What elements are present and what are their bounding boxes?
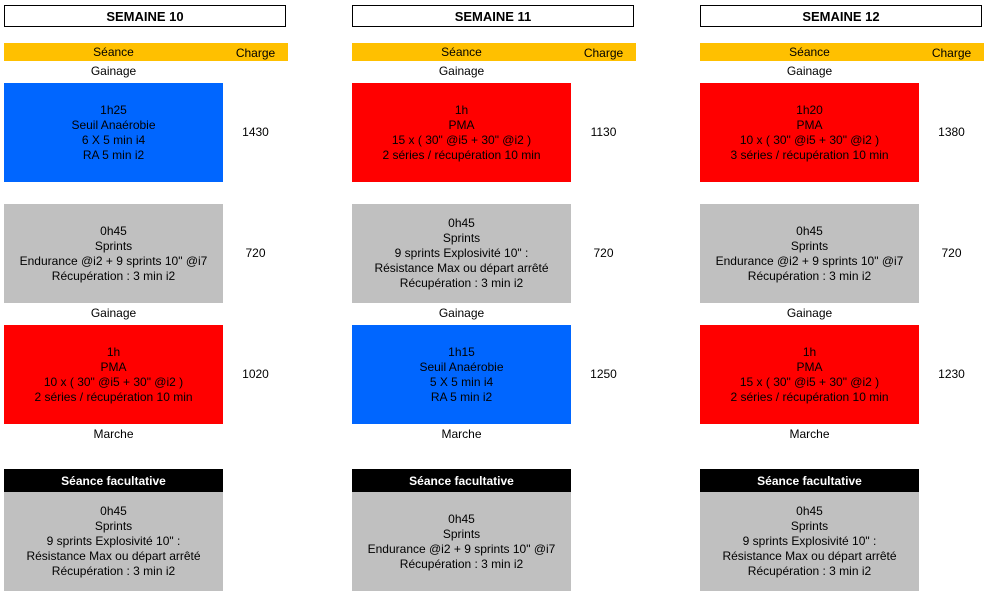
session-charge: 1020 (242, 367, 269, 381)
session-line: Récupération : 3 min i2 (747, 564, 872, 578)
gainage-label: Gainage (438, 306, 485, 320)
session-line: 1h (802, 344, 817, 359)
session-line: Endurance @i2 + 9 sprints 10" @i7 (19, 253, 208, 268)
session-line: Résistance Max ou départ arrêté (26, 549, 201, 563)
charge-header: Charge (223, 43, 288, 61)
marche-label: Marche (93, 427, 134, 441)
session-line: 10 x ( 30" @i5 + 30" @i2 ) (43, 374, 184, 389)
charge-header: Charge (571, 43, 636, 61)
marche-label: Marche (441, 427, 482, 441)
session-line: PMA (448, 117, 475, 132)
session-line: 2 séries / récupération 10 min (34, 389, 193, 404)
session-line: 9 sprints Explosivité 10" : (46, 534, 181, 548)
session-line: PMA (796, 359, 823, 374)
week-title: SEMAINE 11 (352, 5, 634, 27)
session-charge: 1230 (938, 367, 965, 381)
optional-session-block: 0h45 Sprints Endurance @i2 + 9 sprints 10"… (352, 492, 571, 591)
session-block: 1h PMA 15 x ( 30" @i5 + 30" @i2 ) 2 séries … (700, 325, 919, 424)
gainage-label: Gainage (90, 306, 137, 320)
gainage-label: Gainage (786, 64, 833, 78)
session-line: 1h (106, 344, 121, 359)
session-line: 5 X 5 min i4 (429, 374, 494, 389)
gainage-label: Gainage (786, 306, 833, 320)
session-line: Récupération : 3 min i2 (51, 268, 176, 283)
session-line: 1h (454, 102, 469, 117)
session-line: Récupération : 3 min i2 (747, 268, 872, 283)
session-line: 1h15 (448, 344, 475, 359)
session-line: 15 x ( 30" @i5 + 30" @i2 ) (391, 132, 532, 147)
optional-session-block: 0h45 Sprints 9 sprints Explosivité 10" : Ré… (4, 492, 223, 591)
seance-header: Séance (700, 43, 919, 61)
session-line: PMA (100, 359, 127, 374)
session-charge: 720 (245, 246, 266, 260)
session-line: Sprints (94, 238, 133, 253)
session-line: 0h45 (100, 223, 127, 238)
session-block: 1h15 Seuil Anaérobie 5 X 5 min i4 RA 5 min … (352, 325, 571, 424)
session-line: Sprints (442, 526, 481, 541)
week-column: SEMAINE 12 Séance Charge Gainage 1h20 PMA… (700, 0, 988, 597)
session-line: Seuil Anaérobie (71, 117, 156, 132)
session-line: Récupération : 3 min i2 (399, 276, 524, 290)
session-line: 0h45 (448, 511, 475, 526)
session-charge: 1380 (938, 125, 965, 139)
session-line: 3 séries / récupération 10 min (730, 147, 889, 162)
gainage-label: Gainage (90, 64, 137, 78)
session-line: 0h45 (448, 216, 475, 230)
session-line: 6 X 5 min i4 (81, 132, 146, 147)
week-column: SEMAINE 10 Séance Charge Gainage 1h25 Seu… (4, 0, 294, 597)
session-charge: 720 (593, 246, 614, 260)
session-line: Sprints (790, 238, 829, 253)
session-block: 1h PMA 15 x ( 30" @i5 + 30" @i2 ) 2 séries … (352, 83, 571, 182)
session-block: 1h PMA 10 x ( 30" @i5 + 30" @i2 ) 2 séries … (4, 325, 223, 424)
session-line: Résistance Max ou départ arrêté (722, 549, 897, 563)
session-charge: 1430 (242, 125, 269, 139)
session-block: 0h45 Sprints Endurance @i2 + 9 sprints 10"… (700, 204, 919, 303)
optional-session-block: 0h45 Sprints 9 sprints Explosivité 10" : Ré… (700, 492, 919, 591)
optional-session-header: Séance facultative (352, 469, 571, 492)
optional-session-header: Séance facultative (4, 469, 223, 492)
seance-header: Séance (352, 43, 571, 61)
session-line: 15 x ( 30" @i5 + 30" @i2 ) (739, 374, 880, 389)
session-line: 0h45 (796, 504, 823, 518)
session-line: Endurance @i2 + 9 sprints 10" @i7 (367, 541, 556, 556)
session-line: Sprints (442, 231, 481, 245)
session-charge: 720 (941, 246, 962, 260)
optional-session-header: Séance facultative (700, 469, 919, 492)
session-line: Seuil Anaérobie (419, 359, 504, 374)
session-line: 0h45 (100, 504, 127, 518)
session-line: 10 x ( 30" @i5 + 30" @i2 ) (739, 132, 880, 147)
session-line: 1h25 (100, 102, 127, 117)
session-line: 2 séries / récupération 10 min (730, 389, 889, 404)
week-title: SEMAINE 10 (4, 5, 286, 27)
session-line: RA 5 min i2 (430, 389, 493, 404)
session-line: PMA (796, 117, 823, 132)
session-line: 0h45 (796, 223, 823, 238)
session-line: 9 sprints Explosivité 10" : (742, 534, 877, 548)
gainage-label: Gainage (438, 64, 485, 78)
session-block: 1h20 PMA 10 x ( 30" @i5 + 30" @i2 ) 3 série… (700, 83, 919, 182)
session-line: 1h20 (796, 102, 823, 117)
session-line: Récupération : 3 min i2 (399, 556, 524, 571)
session-line: 9 sprints Explosivité 10" : (394, 246, 529, 260)
week-title: SEMAINE 12 (700, 5, 982, 27)
session-line: RA 5 min i2 (82, 147, 145, 162)
session-charge: 1250 (590, 367, 617, 381)
session-line: Sprints (94, 519, 133, 533)
session-line: 2 séries / récupération 10 min (382, 147, 541, 162)
session-line: Récupération : 3 min i2 (51, 564, 176, 578)
seance-header: Séance (4, 43, 223, 61)
session-line: Résistance Max ou départ arrêté (374, 261, 549, 275)
session-line: Endurance @i2 + 9 sprints 10" @i7 (715, 253, 904, 268)
charge-header: Charge (919, 43, 984, 61)
session-charge: 1130 (590, 125, 617, 139)
session-block: 0h45 Sprints 9 sprints Explosivité 10" : Ré… (352, 204, 571, 303)
week-column: SEMAINE 11 Séance Charge Gainage 1h PMA 15… (352, 0, 642, 597)
session-block: 0h45 Sprints Endurance @i2 + 9 sprints 10"… (4, 204, 223, 303)
session-line: Sprints (790, 519, 829, 533)
session-block: 1h25 Seuil Anaérobie 6 X 5 min i4 RA 5 min … (4, 83, 223, 182)
marche-label: Marche (789, 427, 830, 441)
